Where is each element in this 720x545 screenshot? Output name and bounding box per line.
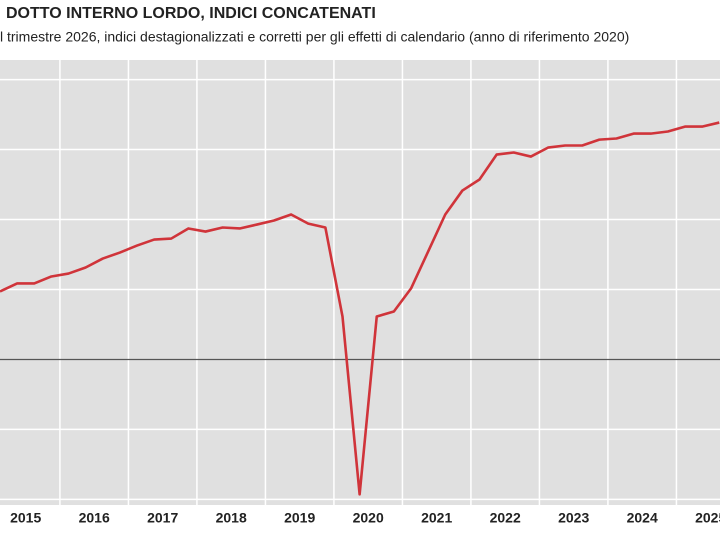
x-tick-label: 2023 [558, 510, 589, 526]
x-tick-label: 2020 [353, 510, 384, 526]
x-tick-label: 2021 [421, 510, 452, 526]
chart-title: DOTTO INTERNO LORDO, INDICI CONCATENATI [6, 5, 376, 22]
series-line [0, 121, 720, 496]
x-tick-label: 2019 [284, 510, 315, 526]
x-tick-label: 2022 [490, 510, 521, 526]
x-tick-label: 2025 [695, 510, 720, 526]
x-tick-label: 2018 [216, 510, 247, 526]
x-tick-label: 2024 [627, 510, 658, 526]
x-tick-label: 2017 [147, 510, 178, 526]
plot-area [0, 60, 720, 505]
x-tick-label: 2016 [79, 510, 110, 526]
x-tick-label: 2015 [10, 510, 41, 526]
chart-subtitle: l trimestre 2026, indici destagionalizza… [0, 29, 629, 45]
